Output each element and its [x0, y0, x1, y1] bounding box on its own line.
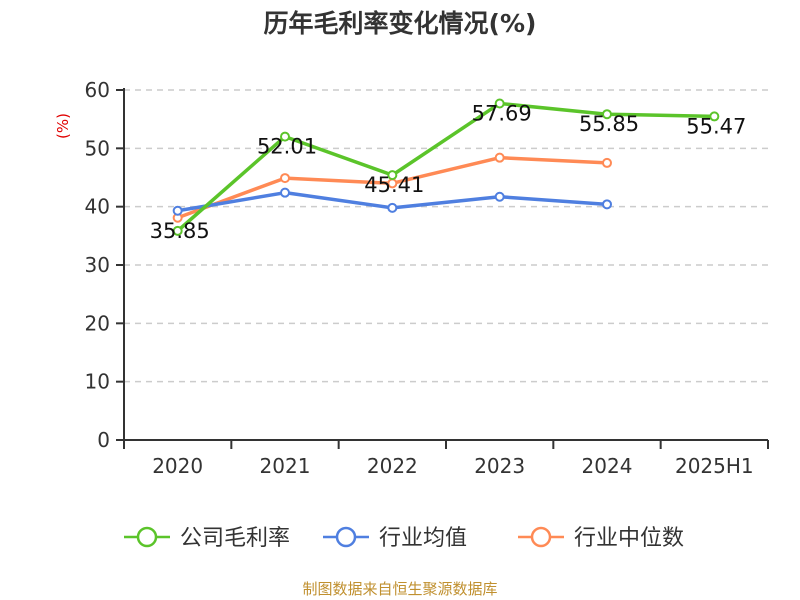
legend-item-0[interactable]: 公司毛利率 [124, 526, 290, 551]
y-tick-label: 0 [97, 428, 110, 452]
data-point[interactable] [709, 111, 720, 122]
y-tick-label: 10 [85, 370, 110, 394]
data-label: 52.01 [257, 135, 317, 159]
data-series [172, 98, 720, 236]
data-point[interactable] [602, 157, 612, 168]
chart-title: 历年毛利率变化情况(%) [263, 9, 537, 38]
y-tick-label: 40 [85, 195, 110, 219]
data-point[interactable] [172, 205, 183, 216]
x-tick-label: 2022 [367, 454, 418, 478]
data-point[interactable] [602, 109, 612, 120]
data-labels: 35.85 52.01 45.41 57.69 55.85 55.47 [150, 101, 747, 242]
data-point[interactable] [494, 152, 505, 163]
legend-marker-icon [530, 526, 552, 548]
x-tick-label: 2021 [260, 454, 311, 478]
x-tick-label: 2020 [152, 454, 203, 478]
legend-label: 行业均值 [379, 526, 467, 551]
legend-marker-icon [335, 526, 357, 548]
data-point[interactable] [172, 225, 183, 236]
legend-item-2[interactable]: 行业中位数 [518, 526, 684, 551]
data-point[interactable] [602, 199, 612, 210]
data-point[interactable] [280, 187, 290, 198]
grid-lines [124, 89, 768, 383]
y-axis-label: (%) [54, 113, 72, 139]
x-tick-label: 2025H1 [675, 454, 754, 478]
data-label: 57.69 [472, 101, 532, 125]
legend-label: 公司毛利率 [180, 526, 290, 551]
x-tick-label: 2024 [582, 454, 633, 478]
x-tick-label: 2023 [474, 454, 525, 478]
series-line [176, 101, 715, 233]
legend-marker-icon [136, 526, 158, 548]
y-tick-label: 20 [85, 311, 110, 335]
legend[interactable]: 公司毛利率 行业均值 行业中位数 [124, 526, 684, 551]
data-point[interactable] [387, 170, 398, 181]
axes: 0 10 20 30 40 50 60 (%) 2020 2021 2022 2023 2024 2025… [54, 78, 769, 478]
data-point[interactable] [280, 173, 290, 184]
legend-label: 行业中位数 [574, 526, 684, 551]
legend-item-1[interactable]: 行业均值 [323, 526, 467, 551]
y-tick-label: 60 [85, 78, 110, 102]
data-point[interactable] [387, 202, 398, 213]
data-point[interactable] [494, 98, 505, 109]
data-label: 55.85 [579, 112, 639, 136]
data-point[interactable] [494, 191, 505, 202]
y-tick-label: 30 [85, 253, 110, 277]
source-footer: 制图数据来自恒生聚源数据库 [302, 580, 498, 598]
data-label: 55.47 [686, 114, 746, 138]
data-point[interactable] [280, 131, 290, 142]
data-label: 35.85 [150, 219, 210, 243]
y-tick-label: 50 [85, 136, 110, 160]
data-label: 45.41 [364, 173, 424, 197]
